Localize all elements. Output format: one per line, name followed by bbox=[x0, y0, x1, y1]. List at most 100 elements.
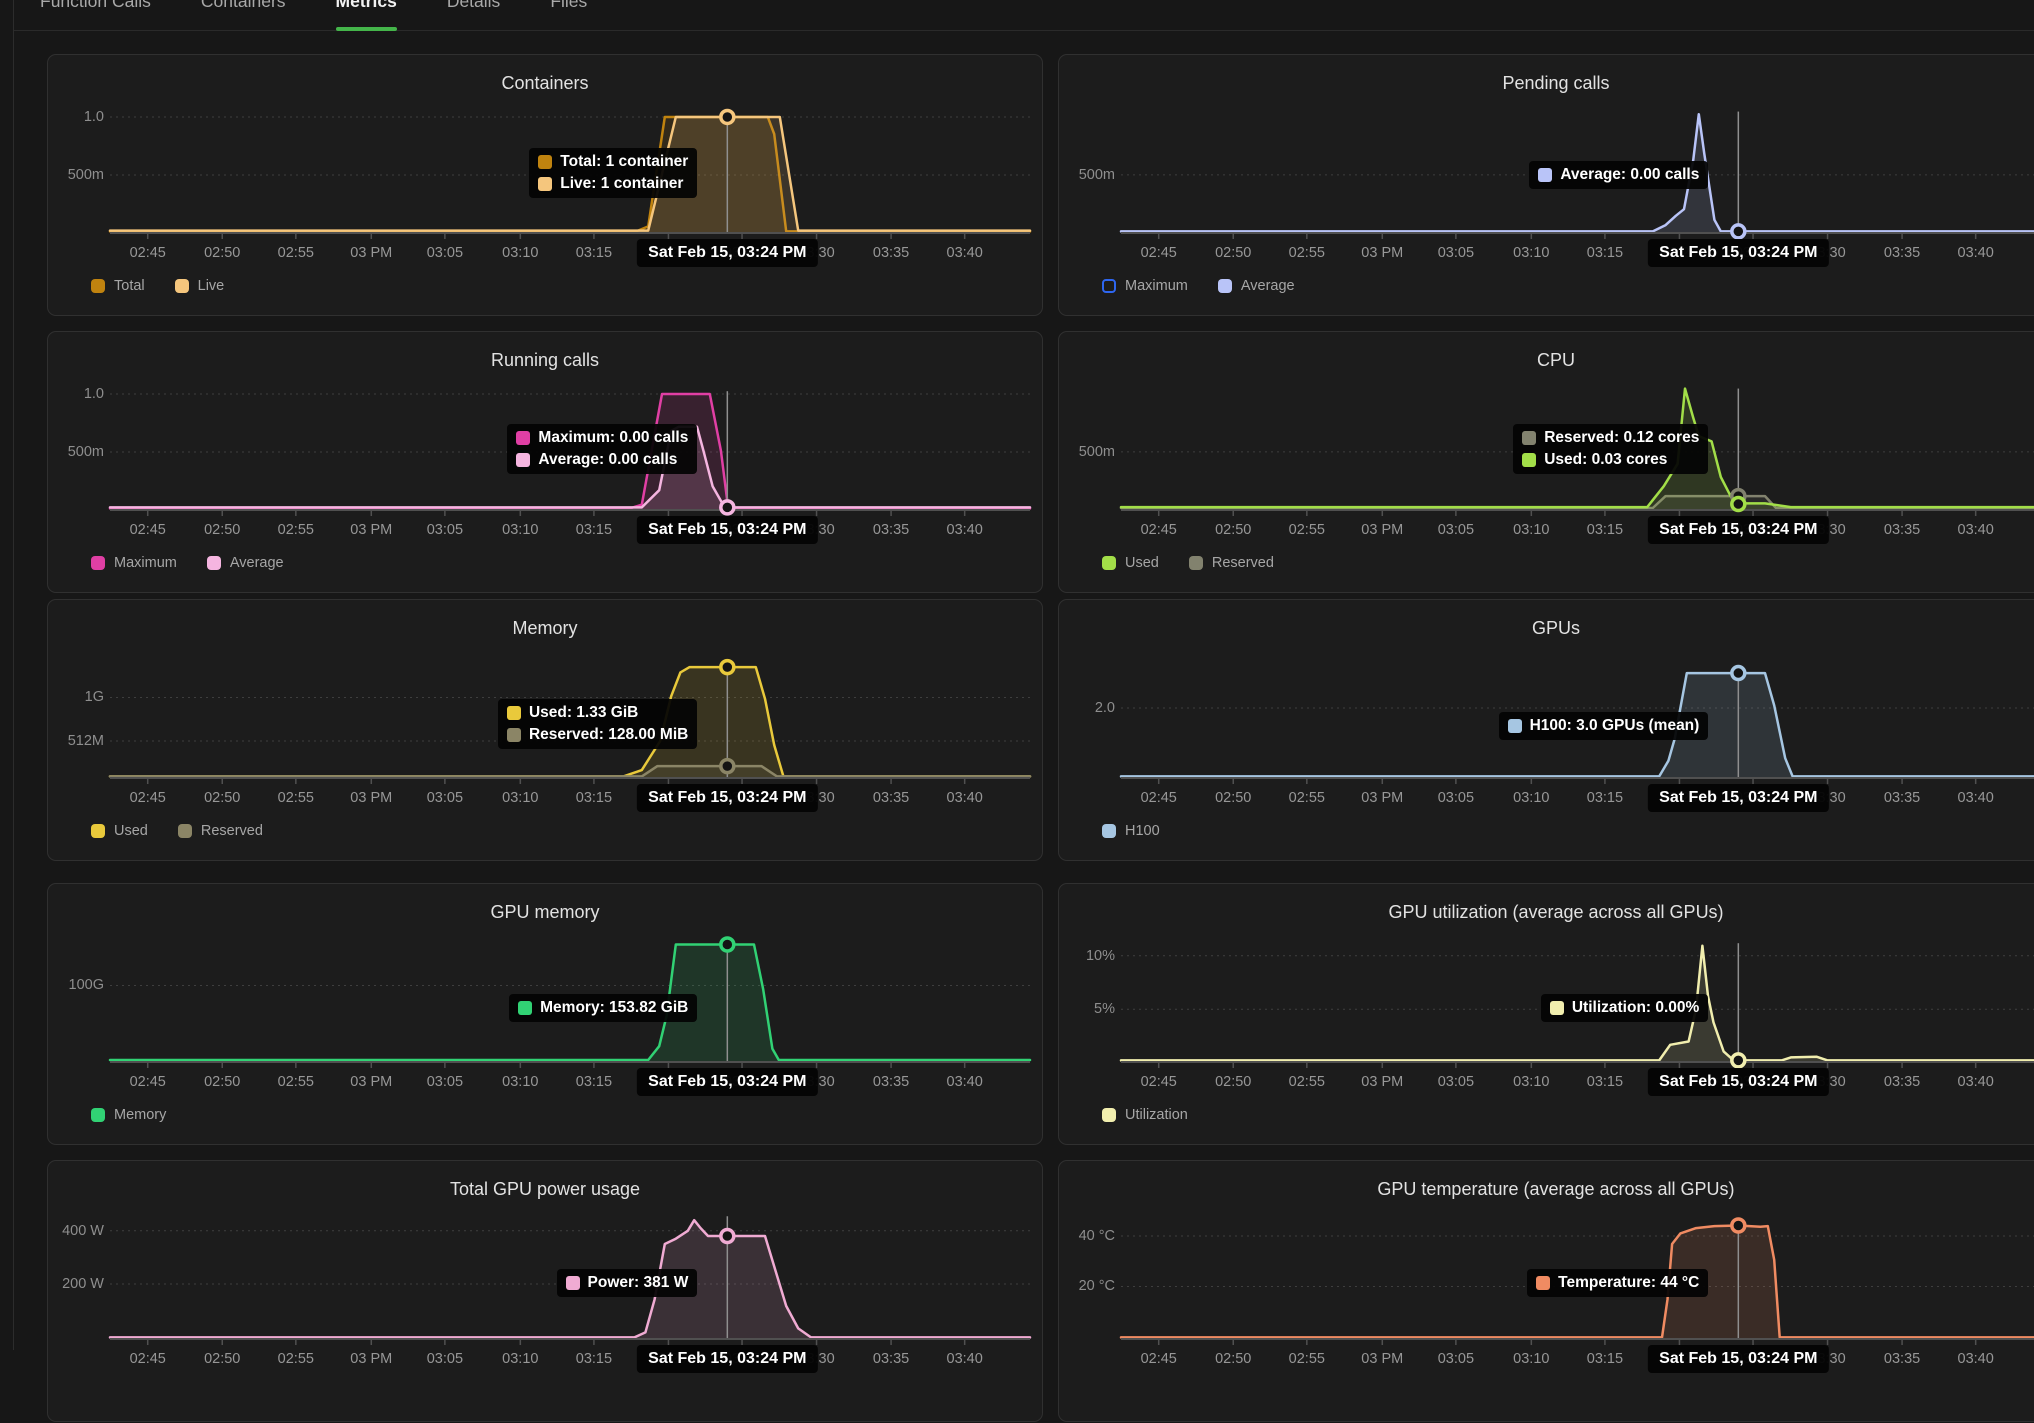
tab-label: Containers bbox=[200, 0, 286, 11]
y-axis-label: 20 °C bbox=[1078, 1278, 1115, 1295]
legend-item-average[interactable]: Average bbox=[1217, 278, 1295, 294]
plot-area[interactable] bbox=[1059, 332, 2034, 594]
legend-item-reserved[interactable]: Reserved bbox=[177, 823, 263, 839]
chart-card-gpu-memory: GPU memory 100G 02:45 02:50 02:55 03 PM 03:05 0… bbox=[47, 883, 1043, 1145]
tab-bar: Function Calls Containers Metrics Details Fi… bbox=[14, 0, 2034, 31]
plot-area[interactable] bbox=[1059, 1161, 2034, 1423]
tooltip-row: Reserved: 128.00 MiB bbox=[506, 726, 688, 744]
legend-swatch bbox=[1102, 556, 1116, 570]
point-marker bbox=[719, 936, 736, 953]
x-axis-label: 03:15 bbox=[1586, 790, 1624, 806]
chart-legend: Maximum Average bbox=[91, 555, 284, 571]
x-axis-label: 02:45 bbox=[1140, 790, 1177, 806]
legend-swatch bbox=[206, 556, 221, 570]
tab-containers[interactable]: Containers bbox=[201, 0, 286, 31]
x-axis-label: 03:10 bbox=[502, 790, 539, 806]
x-axis-label: 02:50 bbox=[1215, 1351, 1252, 1367]
legend-item-memory[interactable]: Memory bbox=[91, 1107, 166, 1123]
tooltip-series-swatch bbox=[516, 431, 531, 445]
chart-card-total-gpu-power-usage: Total GPU power usage 400 W 200 W 02:45 02:5… bbox=[47, 1160, 1043, 1422]
chart-legend: Memory bbox=[91, 1107, 166, 1123]
legend-swatch bbox=[1102, 1108, 1116, 1122]
x-axis-label: 03:35 bbox=[1883, 1074, 1921, 1090]
plot-area[interactable] bbox=[1059, 55, 2034, 317]
x-axis-label: 03:35 bbox=[1883, 790, 1921, 806]
chart-legend: Maximum Average bbox=[1102, 278, 1295, 294]
legend-label: Reserved bbox=[1211, 555, 1274, 571]
tooltip-row: Total: 1 container bbox=[538, 153, 688, 171]
legend-item-maximum[interactable]: Maximum bbox=[1102, 278, 1188, 294]
x-axis-label: 02:45 bbox=[1140, 522, 1177, 538]
x-axis-label: 03:05 bbox=[426, 522, 464, 538]
legend-swatch bbox=[174, 279, 189, 293]
tooltip-row: Live: 1 container bbox=[538, 175, 688, 193]
legend-item-live[interactable]: Live bbox=[174, 278, 224, 294]
point-marker bbox=[719, 658, 736, 676]
plot-area[interactable] bbox=[48, 600, 1044, 862]
crosshair-date-tooltip: Sat Feb 15, 03:24 PM bbox=[1648, 784, 1829, 812]
x-axis-label: 02:50 bbox=[1215, 790, 1252, 806]
y-axis-label: 2.0 bbox=[1094, 700, 1115, 717]
tab-details[interactable]: Details bbox=[447, 0, 501, 31]
x-axis-label: 02:45 bbox=[129, 522, 166, 538]
legend-item-utilization[interactable]: Utilization bbox=[1102, 1107, 1188, 1123]
crosshair-date-tooltip: Sat Feb 15, 03:24 PM bbox=[1648, 516, 1829, 544]
chart-card-pending-calls: Pending calls 500m 02:45 02:50 02:55 03 PM 03:… bbox=[1058, 54, 2034, 316]
tooltip-text: Utilization: 0.00% bbox=[1571, 999, 1700, 1016]
legend-label: Memory bbox=[114, 1107, 167, 1123]
legend-label: Maximum bbox=[114, 555, 177, 571]
legend-item-maximum[interactable]: Maximum bbox=[91, 555, 177, 571]
legend-item-total[interactable]: Total bbox=[91, 278, 145, 294]
legend-label: Used bbox=[1125, 555, 1159, 571]
chart-title: Total GPU power usage bbox=[449, 1179, 641, 1199]
tooltip-series-swatch bbox=[1536, 1276, 1551, 1290]
legend-item-used[interactable]: Used bbox=[1102, 555, 1159, 571]
plot-area[interactable] bbox=[1059, 600, 2034, 862]
value-tooltip: Used: 1.33 GiB Reserved: 128.00 MiB bbox=[497, 699, 698, 749]
series-line-temperature bbox=[1119, 1224, 2034, 1339]
plot-area[interactable] bbox=[48, 884, 1044, 1146]
plot-area[interactable] bbox=[1059, 884, 2034, 1146]
series-line-reserved bbox=[108, 764, 1032, 778]
tab-function-calls[interactable]: Function Calls bbox=[40, 0, 151, 31]
crosshair-date-tooltip: Sat Feb 15, 03:24 PM bbox=[1648, 1345, 1829, 1373]
x-axis-label: 03:35 bbox=[872, 522, 910, 538]
point-marker bbox=[1730, 495, 1747, 513]
x-axis-label: 03 PM bbox=[1361, 245, 1404, 261]
series-line-used bbox=[108, 665, 1032, 778]
tab-metrics[interactable]: Metrics bbox=[335, 0, 397, 31]
legend-label: H100 bbox=[1125, 823, 1160, 839]
plot-area[interactable] bbox=[48, 55, 1044, 317]
plot-area[interactable] bbox=[48, 1161, 1044, 1423]
point-marker bbox=[1730, 1217, 1747, 1234]
tooltip-series-swatch bbox=[1507, 719, 1522, 733]
legend-item-used[interactable]: Used bbox=[91, 823, 148, 839]
chart-legend: Utilization bbox=[1102, 1107, 1188, 1123]
legend-item-average[interactable]: Average bbox=[206, 555, 284, 571]
tab-label: Files bbox=[550, 0, 588, 11]
chart-card-running-calls: Running calls 1.0 500m 02:45 02:50 02:55 03 PM… bbox=[47, 331, 1043, 593]
tooltip-text: Memory: 153.82 GiB bbox=[540, 999, 689, 1016]
x-axis-label: 03:40 bbox=[1957, 245, 1994, 261]
point-marker bbox=[719, 757, 736, 775]
tooltip-text: Reserved: 0.12 cores bbox=[1544, 429, 1700, 446]
tab-label: Function Calls bbox=[40, 0, 151, 11]
legend-label: Used bbox=[114, 823, 148, 839]
y-axis-label: 5% bbox=[1094, 1001, 1115, 1018]
x-axis-label: 03:35 bbox=[872, 245, 910, 261]
legend-swatch bbox=[91, 556, 105, 570]
legend-swatch bbox=[1188, 556, 1203, 570]
series-line-h100 bbox=[1119, 671, 2034, 778]
x-axis-label: 03:15 bbox=[1586, 1351, 1624, 1367]
chart-card-containers: Containers 1.0 500m 02:45 02:50 02:55 03 PM 03:… bbox=[47, 54, 1043, 316]
x-axis-label: 02:50 bbox=[204, 522, 241, 538]
x-axis-label: 03:10 bbox=[502, 522, 539, 538]
tab-files[interactable]: Files bbox=[550, 0, 587, 31]
x-axis-label: 02:50 bbox=[204, 245, 241, 261]
tooltip-text: Power: 381 W bbox=[587, 1274, 689, 1291]
legend-label: Reserved bbox=[200, 823, 263, 839]
x-axis-label: 03:10 bbox=[502, 1351, 539, 1367]
x-axis-label: 02:55 bbox=[277, 1351, 314, 1367]
legend-item-reserved[interactable]: Reserved bbox=[1188, 555, 1274, 571]
legend-item-h100[interactable]: H100 bbox=[1102, 823, 1160, 839]
